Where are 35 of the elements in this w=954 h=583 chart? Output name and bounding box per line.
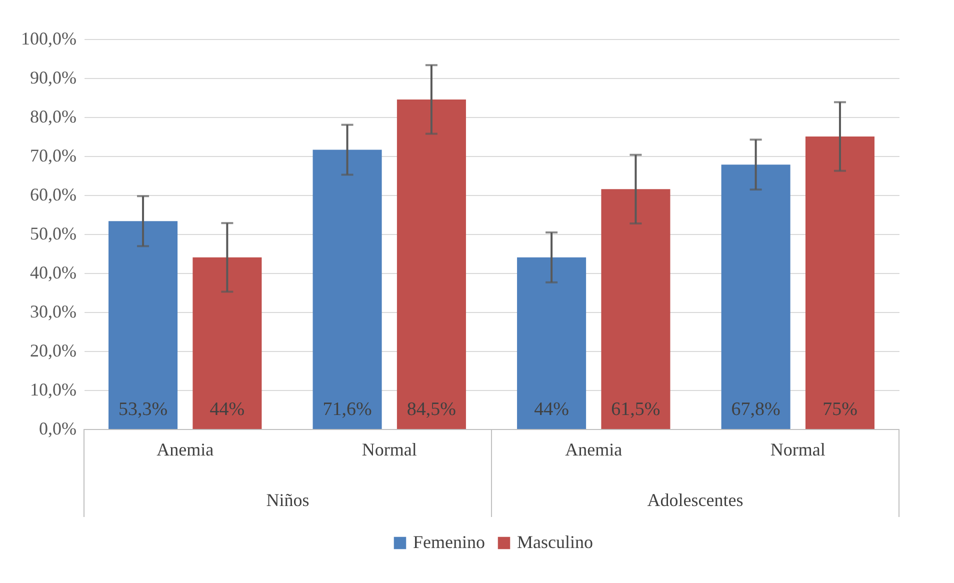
y-tick-label: 50,0% [30, 224, 76, 244]
bar [108, 221, 178, 429]
bar [192, 257, 262, 429]
y-tick-label: 90,0% [30, 68, 76, 88]
bar [396, 99, 466, 429]
y-tick-label: 20,0% [30, 340, 76, 360]
data-label: 84,5% [406, 399, 456, 420]
data-label: 44% [534, 399, 570, 420]
y-tick-label: 0,0% [39, 418, 76, 438]
data-label: 67,8% [731, 399, 781, 420]
text: Niños [266, 490, 310, 510]
x-tick-label: Anemia [565, 440, 622, 460]
data-label: 75% [822, 399, 858, 420]
bar [805, 136, 874, 429]
bar [312, 150, 382, 429]
legend-label: Masculino [517, 532, 593, 552]
data-label: 53,3% [118, 399, 168, 420]
x-tick-label: Anemia [156, 440, 214, 460]
y-tick-label: 80,0% [30, 106, 76, 126]
y-tick-label: 10,0% [30, 380, 76, 400]
y-tick-label: 60,0% [30, 184, 76, 204]
bar [517, 257, 586, 429]
x-tick-label: Normal [770, 440, 826, 460]
y-tick-label: 100,0% [21, 28, 76, 48]
data-label: 71,6% [322, 399, 372, 420]
y-tick-label: 40,0% [30, 262, 76, 282]
data-label: 44% [210, 399, 245, 420]
bar [721, 164, 790, 429]
y-tick-label: 70,0% [30, 146, 76, 166]
bar [601, 189, 670, 429]
data-label: 61,5% [611, 399, 660, 420]
text: Adolescentes [647, 490, 744, 510]
legend-label: Femenino [413, 532, 485, 552]
y-tick-label: 30,0% [30, 302, 76, 322]
x-tick-label: Normal [362, 440, 417, 460]
